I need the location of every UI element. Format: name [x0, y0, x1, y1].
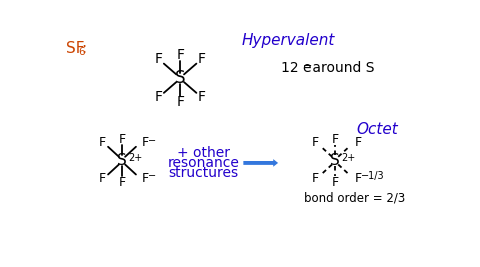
Text: F: F: [312, 136, 319, 150]
Text: F: F: [99, 172, 106, 185]
Text: around S: around S: [308, 61, 374, 75]
Text: F: F: [355, 172, 361, 185]
Text: S: S: [175, 69, 185, 87]
Text: F: F: [198, 52, 206, 66]
Text: F: F: [176, 95, 184, 109]
Text: resonance: resonance: [168, 156, 240, 170]
Text: S: S: [117, 153, 127, 168]
Text: −1/3: −1/3: [360, 171, 384, 181]
Text: Octet: Octet: [357, 122, 398, 137]
Text: F: F: [155, 52, 162, 66]
Text: F: F: [142, 136, 148, 150]
Text: −: −: [147, 171, 156, 181]
Text: structures: structures: [168, 166, 239, 180]
Text: 12 e: 12 e: [281, 61, 312, 75]
Text: :: :: [81, 41, 86, 57]
Text: F: F: [119, 176, 126, 189]
Text: −: −: [302, 61, 312, 71]
Text: F: F: [332, 133, 339, 146]
Text: SF: SF: [66, 41, 84, 57]
Text: F: F: [198, 91, 206, 104]
Text: F: F: [155, 91, 162, 104]
Text: 6: 6: [78, 47, 84, 57]
Text: 2+: 2+: [128, 152, 143, 163]
Text: S: S: [330, 153, 340, 168]
Text: F: F: [355, 136, 361, 150]
Text: F: F: [312, 172, 319, 185]
Text: + other: + other: [177, 146, 230, 160]
Text: F: F: [142, 172, 148, 185]
Text: 2+: 2+: [341, 152, 356, 163]
Text: Hypervalent: Hypervalent: [242, 33, 336, 48]
Text: F: F: [99, 136, 106, 150]
Text: F: F: [119, 133, 126, 146]
Text: F: F: [332, 176, 339, 189]
Text: bond order = 2/3: bond order = 2/3: [304, 191, 405, 204]
Text: F: F: [176, 48, 184, 62]
Text: −: −: [147, 136, 156, 146]
